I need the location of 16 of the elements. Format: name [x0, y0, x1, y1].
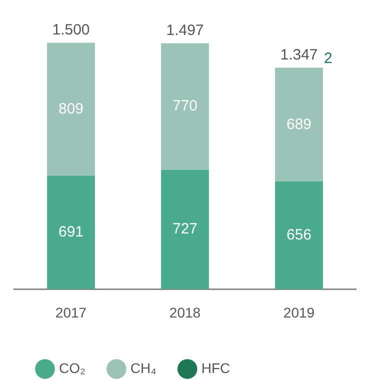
x-tick-label: 2019: [283, 304, 315, 320]
data-label: 809: [58, 100, 84, 118]
data-label: 689: [286, 116, 312, 133]
x-tick-label: 2018: [169, 304, 201, 320]
legend-label: HFC: [201, 360, 230, 376]
data-label: 656: [286, 226, 312, 244]
data-label: 770: [172, 98, 198, 115]
total-label: 1.500: [52, 21, 90, 38]
data-label: 691: [58, 224, 84, 241]
legend-label: CO₂: [59, 360, 86, 376]
data-label: 727: [172, 220, 198, 238]
total-label: 1.347: [280, 46, 318, 64]
legend-label: CH₄: [130, 360, 157, 376]
total-label: 1.497: [166, 22, 204, 39]
x-tick-label: 2017: [55, 304, 87, 320]
data-label: 2: [324, 50, 332, 68]
